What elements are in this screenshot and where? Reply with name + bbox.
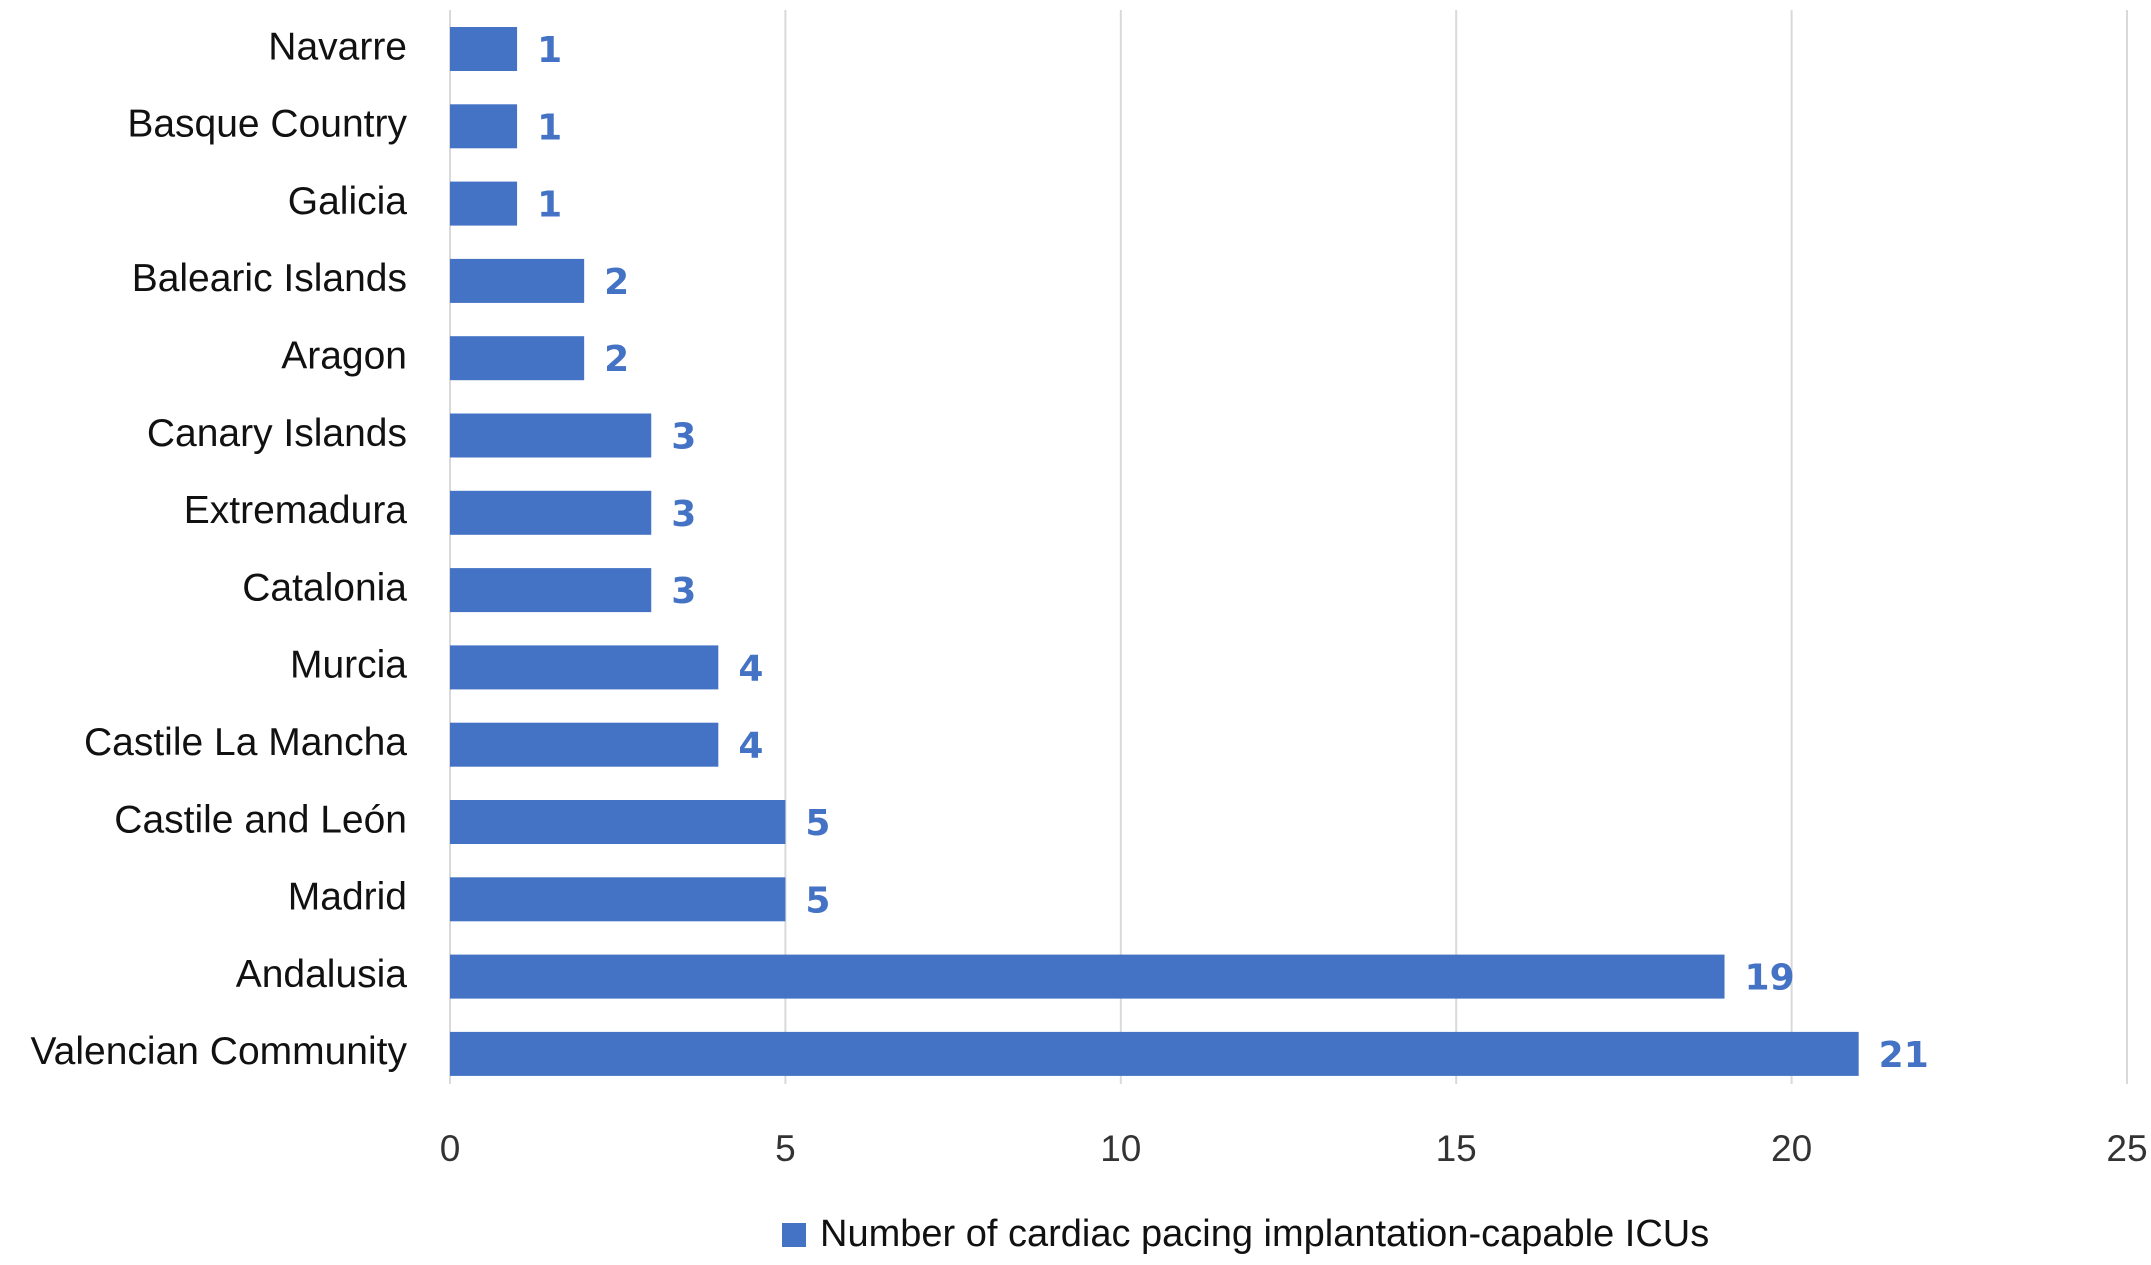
y-tick-label: Andalusia bbox=[236, 953, 408, 996]
y-tick-label: Castile La Mancha bbox=[84, 721, 407, 764]
value-label: 4 bbox=[738, 648, 763, 689]
bar bbox=[450, 954, 1725, 999]
bar bbox=[450, 27, 518, 71]
x-tick-label: 0 bbox=[440, 1128, 461, 1169]
legend-swatch bbox=[782, 1223, 806, 1247]
value-label: 1 bbox=[537, 30, 562, 71]
value-label: 21 bbox=[1879, 1035, 1929, 1076]
value-label: 2 bbox=[604, 339, 629, 380]
value-label: 1 bbox=[537, 185, 562, 226]
y-tick-label: Murcia bbox=[290, 644, 407, 687]
value-label: 4 bbox=[738, 726, 763, 767]
bar bbox=[450, 181, 518, 226]
bar bbox=[450, 258, 585, 303]
y-tick-label: Navarre bbox=[268, 25, 407, 68]
y-tick-label: Madrid bbox=[288, 876, 407, 919]
x-tick-label: 25 bbox=[2106, 1128, 2147, 1169]
y-tick-label: Balearic Islands bbox=[132, 257, 407, 300]
value-label: 2 bbox=[604, 262, 629, 303]
value-label: 19 bbox=[1745, 958, 1795, 999]
bar bbox=[450, 413, 652, 458]
y-tick-label: Catalonia bbox=[242, 566, 407, 609]
y-tick-label: Canary Islands bbox=[147, 412, 407, 455]
value-label: 1 bbox=[537, 107, 562, 148]
y-tick-label: Galicia bbox=[288, 180, 408, 223]
x-tick-label: 20 bbox=[1771, 1128, 1812, 1169]
value-label: 3 bbox=[671, 494, 696, 535]
bar bbox=[450, 877, 786, 922]
y-tick-label: Castile and León bbox=[114, 798, 407, 841]
value-label: 3 bbox=[671, 417, 696, 458]
y-tick-label: Extremadura bbox=[184, 489, 408, 532]
bar bbox=[450, 336, 585, 381]
value-label: 5 bbox=[805, 880, 830, 921]
value-label: 3 bbox=[671, 571, 696, 612]
bar bbox=[450, 722, 719, 767]
x-tick-label: 15 bbox=[1436, 1128, 1477, 1169]
bar bbox=[450, 645, 719, 690]
y-tick-label: Aragon bbox=[281, 334, 407, 377]
y-tick-label: Basque Country bbox=[127, 103, 407, 146]
legend-label: Number of cardiac pacing implantation-ca… bbox=[820, 1213, 1709, 1255]
bar bbox=[450, 1031, 1859, 1076]
y-tick-label: Valencian Community bbox=[31, 1030, 408, 1073]
bar bbox=[450, 568, 652, 613]
bar bbox=[450, 800, 786, 844]
bar bbox=[450, 104, 518, 149]
x-tick-label: 10 bbox=[1100, 1128, 1141, 1169]
x-tick-label: 5 bbox=[775, 1128, 796, 1169]
value-label: 5 bbox=[805, 803, 830, 844]
bar bbox=[450, 490, 652, 535]
